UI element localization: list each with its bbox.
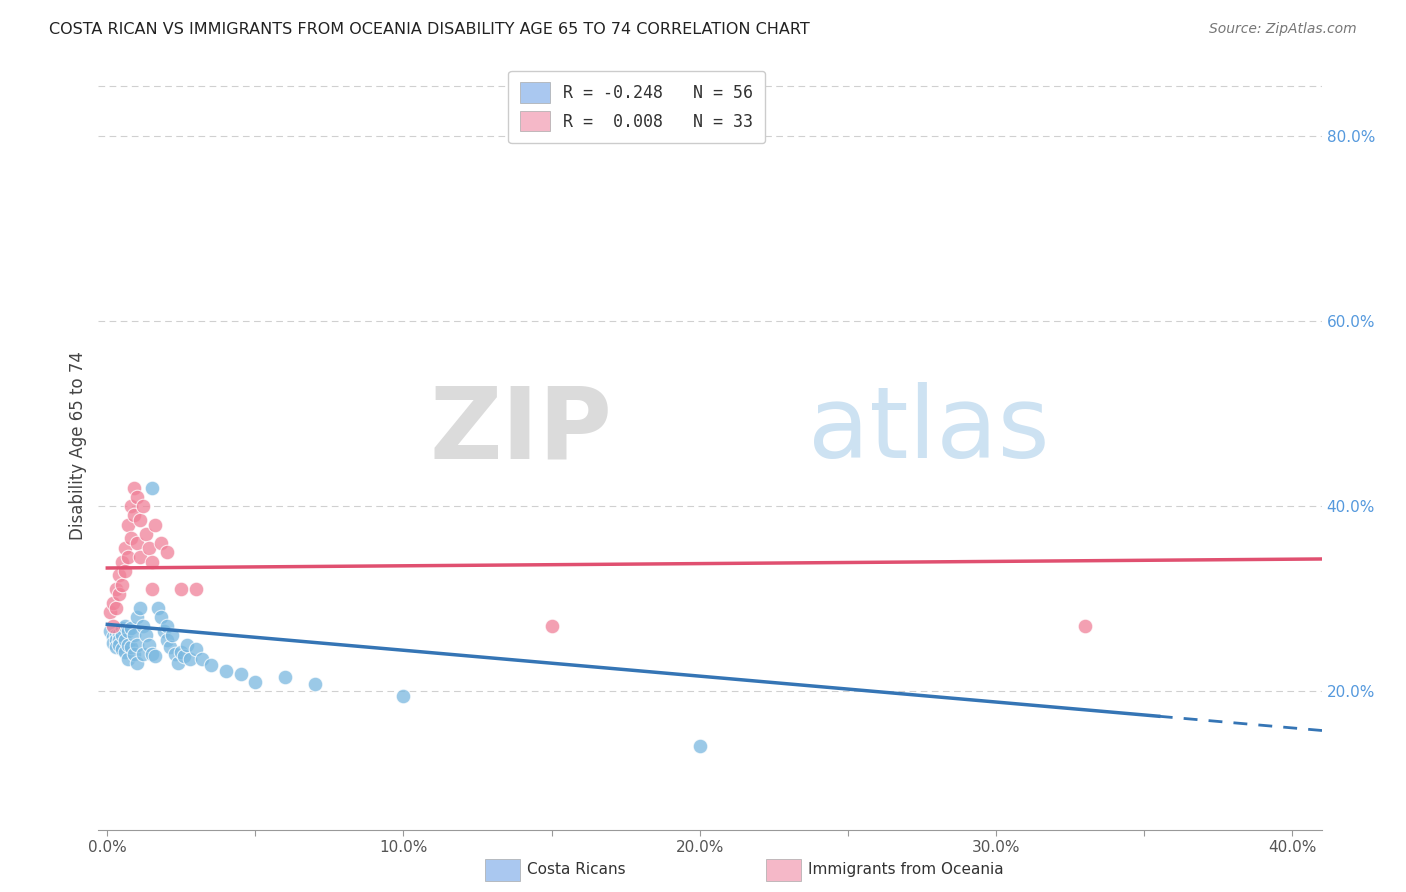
- Point: [540, 619, 562, 633]
- Point: [114, 541, 136, 555]
- Y-axis label: Disability Age 65 to 74: Disability Age 65 to 74: [69, 351, 87, 541]
- Point: [138, 541, 160, 555]
- Point: [117, 517, 139, 532]
- Point: [128, 549, 150, 564]
- Point: [135, 526, 157, 541]
- Point: [304, 676, 326, 690]
- Point: [274, 670, 297, 684]
- Point: [105, 582, 128, 597]
- Point: [125, 490, 148, 504]
- Point: [117, 624, 139, 638]
- Point: [111, 621, 134, 635]
- Point: [111, 577, 134, 591]
- Point: [143, 517, 166, 532]
- Point: [143, 648, 166, 663]
- Point: [1073, 619, 1095, 633]
- Point: [108, 626, 131, 640]
- Point: [229, 667, 252, 681]
- Point: [103, 630, 125, 644]
- Point: [114, 564, 136, 578]
- Point: [215, 664, 238, 678]
- Point: [120, 621, 142, 635]
- Point: [98, 606, 121, 620]
- Point: [128, 513, 150, 527]
- Point: [155, 545, 177, 559]
- Point: [117, 651, 139, 665]
- Legend: R = -0.248   N = 56, R =  0.008   N = 33: R = -0.248 N = 56, R = 0.008 N = 33: [509, 70, 765, 143]
- Point: [132, 499, 155, 513]
- Point: [128, 600, 150, 615]
- Point: [117, 549, 139, 564]
- Point: [167, 656, 190, 670]
- Point: [173, 648, 195, 663]
- Point: [141, 647, 163, 661]
- Point: [162, 628, 184, 642]
- Point: [186, 582, 208, 597]
- Point: [108, 587, 131, 601]
- Point: [122, 647, 145, 661]
- Point: [165, 647, 187, 661]
- Point: [105, 600, 128, 615]
- Point: [141, 555, 163, 569]
- Point: [122, 481, 145, 495]
- Point: [132, 619, 155, 633]
- Point: [132, 647, 155, 661]
- Point: [152, 624, 174, 638]
- Point: [120, 499, 142, 513]
- Point: [122, 508, 145, 523]
- Point: [120, 640, 142, 654]
- Point: [179, 651, 201, 665]
- Point: [98, 624, 121, 638]
- Point: [159, 640, 181, 654]
- Point: [114, 619, 136, 633]
- Point: [125, 638, 148, 652]
- Point: [114, 645, 136, 659]
- Text: atlas: atlas: [808, 382, 1049, 479]
- Point: [191, 651, 214, 665]
- Point: [155, 619, 177, 633]
- Point: [186, 642, 208, 657]
- Point: [120, 532, 142, 546]
- Point: [108, 568, 131, 582]
- Point: [392, 689, 415, 703]
- Point: [111, 555, 134, 569]
- Point: [103, 619, 125, 633]
- Point: [149, 610, 172, 624]
- Point: [149, 536, 172, 550]
- Text: ZIP: ZIP: [429, 382, 612, 479]
- Point: [125, 610, 148, 624]
- Point: [141, 481, 163, 495]
- Point: [689, 739, 711, 754]
- Point: [111, 628, 134, 642]
- Point: [176, 638, 198, 652]
- Point: [141, 582, 163, 597]
- Point: [146, 600, 169, 615]
- Point: [103, 636, 125, 650]
- Point: [122, 628, 145, 642]
- Point: [200, 658, 222, 673]
- Point: [245, 674, 267, 689]
- Text: Source: ZipAtlas.com: Source: ZipAtlas.com: [1209, 22, 1357, 37]
- Point: [108, 633, 131, 648]
- Point: [103, 596, 125, 610]
- Point: [125, 536, 148, 550]
- Point: [114, 633, 136, 648]
- Text: COSTA RICAN VS IMMIGRANTS FROM OCEANIA DISABILITY AGE 65 TO 74 CORRELATION CHART: COSTA RICAN VS IMMIGRANTS FROM OCEANIA D…: [49, 22, 810, 37]
- Point: [170, 645, 193, 659]
- Point: [135, 628, 157, 642]
- Point: [105, 633, 128, 648]
- Point: [105, 628, 128, 642]
- Text: Costa Ricans: Costa Ricans: [527, 863, 626, 877]
- Text: Immigrants from Oceania: Immigrants from Oceania: [808, 863, 1004, 877]
- Point: [155, 633, 177, 648]
- Point: [138, 638, 160, 652]
- Point: [170, 582, 193, 597]
- Point: [117, 638, 139, 652]
- Point: [108, 638, 131, 652]
- Point: [105, 640, 128, 654]
- Point: [111, 642, 134, 657]
- Point: [125, 656, 148, 670]
